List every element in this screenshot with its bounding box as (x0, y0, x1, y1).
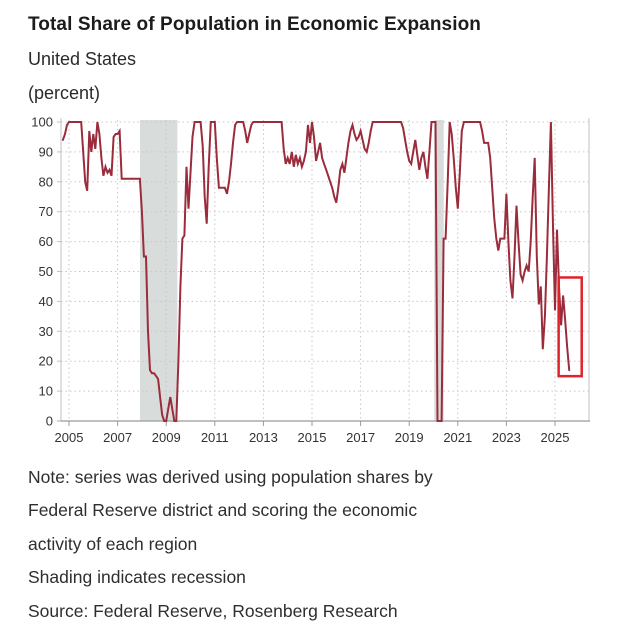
x-axis-tick-label: 2013 (249, 430, 278, 445)
shading-note: Shading indicates recession (28, 567, 246, 588)
x-axis-labels: 2005 2007 2009 2011 2013 2015 2017 2019 2021 2023… (55, 430, 570, 445)
x-axis-tick-label: 2009 (152, 430, 181, 445)
y-axis-tick-label: 10 (39, 384, 53, 399)
footnote-line: activity of each region (28, 533, 198, 554)
footnote-line: Note: series was derived using populatio… (28, 467, 433, 487)
gridlines (61, 120, 589, 421)
y-axis-tick-label: 70 (39, 204, 53, 219)
data-line (61, 121, 571, 422)
y-axis-tick-label: 20 (39, 354, 53, 369)
annotations (557, 276, 583, 378)
y-axis-tick-label: 50 (39, 264, 53, 279)
x-axis-tick-label: 2011 (201, 430, 229, 445)
y-axis-tick-label: 30 (39, 324, 53, 339)
chart-title: Total Share of Population in Economic Ex… (28, 14, 481, 35)
y-axis-tick-label: 100 (31, 115, 53, 130)
x-axis-tick-label: 2021 (443, 430, 472, 445)
y-axis-labels: 0 10 20 30 40 50 60 70 80 90 100 (31, 115, 53, 429)
highlight-box (557, 276, 583, 378)
x-axis-tick-label: 2005 (55, 430, 84, 445)
series (61, 121, 571, 422)
axes (57, 118, 590, 426)
x-axis-tick-label: 2023 (492, 430, 521, 445)
y-axis-tick-label: 60 (39, 234, 53, 249)
x-axis-tick-label: 2025 (541, 430, 570, 445)
x-axis-tick-label: 2017 (346, 430, 375, 445)
x-axis-tick-label: 2015 (298, 430, 327, 445)
recession-bands (139, 120, 444, 421)
y-axis-tick-label: 90 (39, 144, 53, 159)
recession-band (434, 120, 444, 421)
source-note: Source: Federal Reserve, Rosenberg Resea… (28, 600, 398, 621)
x-axis-tick-label: 2007 (103, 430, 132, 445)
chart-units-label: (percent) (28, 83, 101, 103)
chart-subtitle: United States (28, 49, 137, 69)
chart-footnotes: Note: series was derived using populatio… (28, 461, 598, 628)
x-axis-tick-label: 2019 (395, 430, 424, 445)
y-axis-tick-label: 40 (39, 294, 53, 309)
y-axis-tick-label: 80 (39, 174, 53, 189)
y-axis-tick-label: 0 (46, 414, 53, 429)
footnote-line: Federal Reserve district and scoring the… (28, 500, 418, 521)
chart-area: 0 10 20 30 40 50 60 70 80 90 100 2005 2007 2009 2011 20… (0, 104, 623, 456)
